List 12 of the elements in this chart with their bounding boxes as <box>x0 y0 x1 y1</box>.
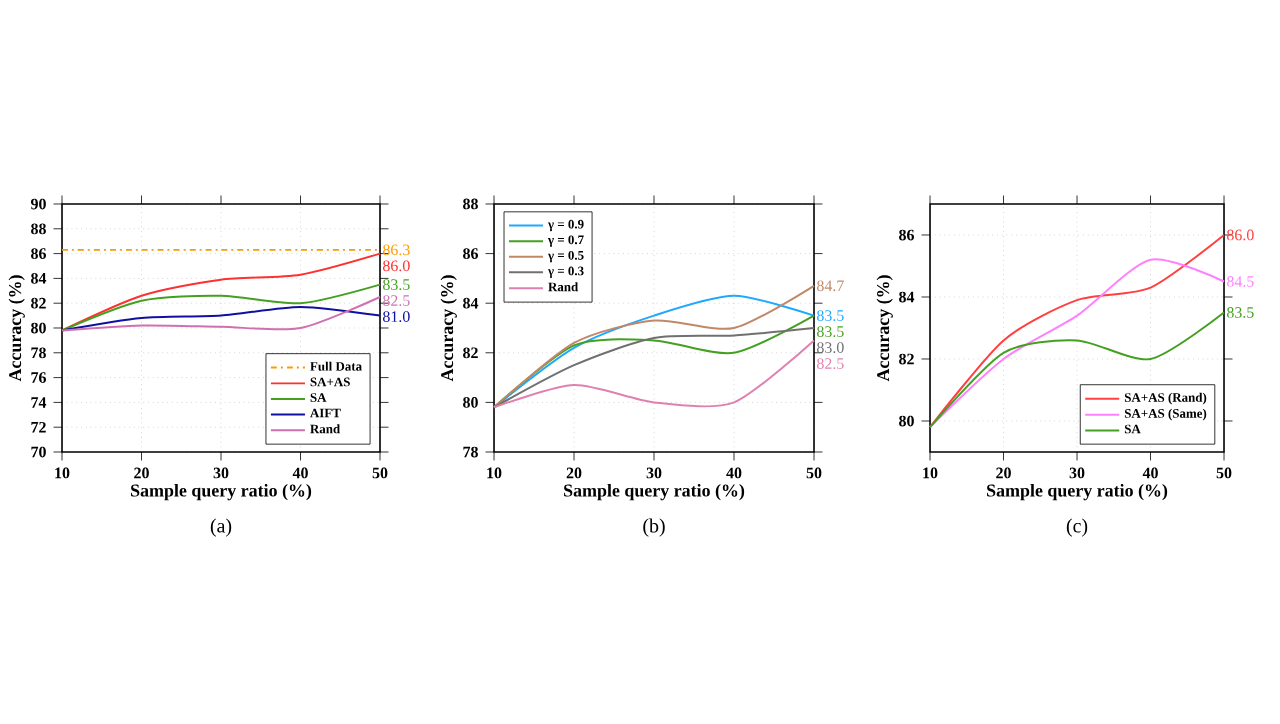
x-axis-title: Sample query ratio (%) <box>131 483 312 501</box>
text: (b) <box>643 518 665 537</box>
text: (c) <box>1066 518 1088 537</box>
y-axis-title: Accuracy (%) <box>8 275 25 382</box>
x-axis-title: Sample query ratio (%) <box>564 483 745 501</box>
y-axis-title: Accuracy (%) <box>440 275 457 382</box>
line-series <box>61 305 382 332</box>
y-axis-title: Accuracy (%) <box>876 275 893 382</box>
x-axis-title: Sample query ratio (%) <box>987 483 1168 501</box>
text: (a) <box>210 518 232 537</box>
line-series <box>61 296 382 332</box>
line-series <box>61 283 382 332</box>
